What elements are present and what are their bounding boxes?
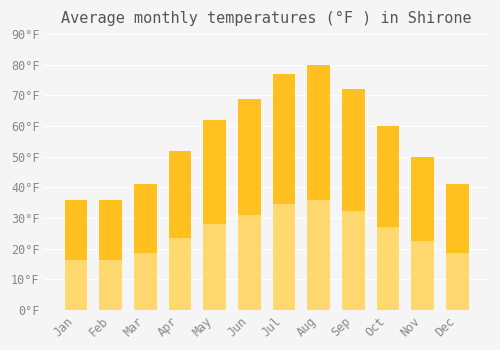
Bar <box>377 227 400 310</box>
Bar <box>64 199 87 310</box>
Title: Average monthly temperatures (°F ) in Shirone: Average monthly temperatures (°F ) in Sh… <box>62 11 472 26</box>
Bar <box>446 184 468 310</box>
Bar <box>100 260 122 310</box>
Bar <box>238 215 260 310</box>
Bar <box>446 253 468 310</box>
Bar <box>100 199 122 310</box>
Bar <box>204 224 226 310</box>
Bar <box>342 211 364 310</box>
Bar <box>238 98 260 310</box>
Bar <box>204 120 226 310</box>
Bar <box>272 204 295 310</box>
Bar <box>412 241 434 310</box>
Bar <box>342 89 364 310</box>
Bar <box>64 260 87 310</box>
Bar <box>168 150 192 310</box>
Bar <box>308 199 330 310</box>
Bar <box>377 126 400 310</box>
Bar <box>134 184 156 310</box>
Bar <box>168 238 192 310</box>
Bar <box>308 65 330 310</box>
Bar <box>412 157 434 310</box>
Bar <box>272 74 295 310</box>
Bar <box>134 253 156 310</box>
